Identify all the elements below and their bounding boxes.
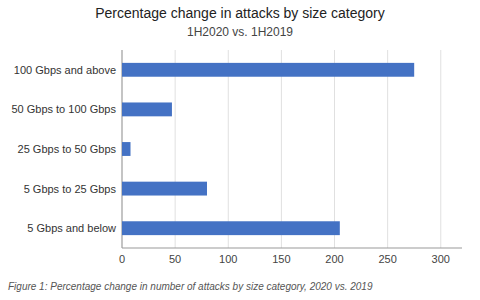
bars — [122, 63, 414, 235]
subtitle: 1H2020 vs. 1H2019 — [187, 25, 293, 39]
bar — [122, 142, 131, 156]
grid-line — [387, 50, 388, 248]
grid — [122, 50, 441, 248]
grid-line — [228, 50, 229, 248]
grid-line — [281, 50, 282, 248]
x-tick-label: 300 — [432, 253, 450, 265]
x-tick-label: 100 — [219, 253, 237, 265]
chart: Percentage change in attacks by size cat… — [0, 0, 480, 300]
x-axis-line — [122, 248, 462, 249]
y-tick-label: 5 Gbps to 25 Gbps — [24, 183, 117, 195]
caption: Figure 1: Percentage change in number of… — [8, 281, 373, 292]
y-tick-label: 50 Gbps to 100 Gbps — [11, 103, 116, 115]
bar — [122, 182, 207, 196]
bar — [122, 221, 340, 235]
y-tick-label: 5 Gbps and below — [27, 222, 116, 234]
x-tick-label: 0 — [119, 253, 125, 265]
x-tick-label: 150 — [272, 253, 290, 265]
bar — [122, 102, 172, 116]
grid-line — [175, 50, 176, 248]
title: Percentage change in attacks by size cat… — [95, 5, 385, 21]
grid-line — [334, 50, 335, 248]
x-tick-label: 200 — [325, 253, 343, 265]
x-tick-label: 250 — [378, 253, 396, 265]
grid-line — [440, 50, 441, 248]
y-tick-label: 25 Gbps to 50 Gbps — [18, 143, 117, 155]
bar — [122, 63, 414, 77]
x-tick-label: 50 — [169, 253, 181, 265]
y-tick-label: 100 Gbps and above — [14, 64, 116, 76]
